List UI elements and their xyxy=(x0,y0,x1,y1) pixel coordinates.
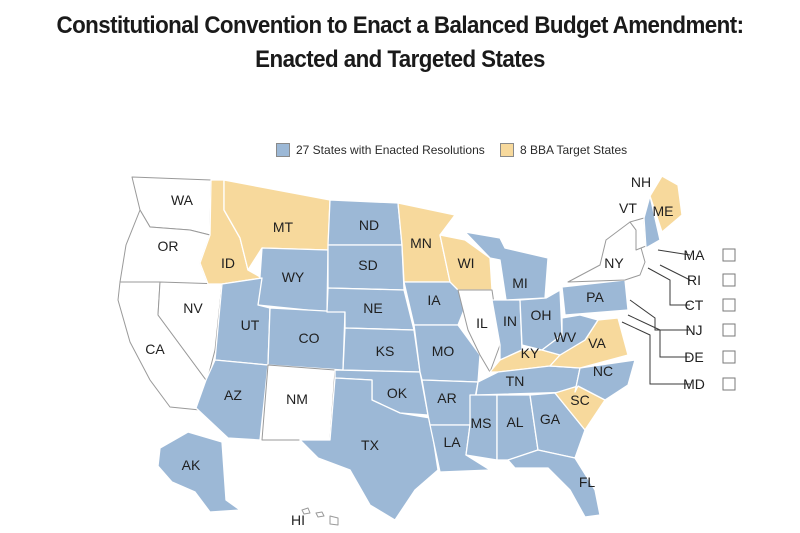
legend-label-enacted: 27 States with Enacted Resolutions xyxy=(296,143,485,157)
state-label-NE: NE xyxy=(363,300,382,316)
state-label-ND: ND xyxy=(359,217,379,233)
state-label-IA: IA xyxy=(427,292,441,308)
callout-label-NJ: NJ xyxy=(685,322,702,338)
small-state-callouts xyxy=(621,249,691,385)
legend-label-target: 8 BBA Target States xyxy=(520,143,628,157)
state-label-UT: UT xyxy=(241,317,260,333)
state-label-AK: AK xyxy=(182,457,201,473)
state-label-KS: KS xyxy=(376,343,395,359)
state-label-WA: WA xyxy=(171,192,194,208)
state-labels: WA OR CA NV ID MT WY UT CO AZ NM ND SD N… xyxy=(145,174,673,528)
legend-item-enacted: 27 States with Enacted Resolutions xyxy=(276,143,485,157)
state-label-FL: FL xyxy=(579,474,596,490)
callout-labels: MA RI CT NJ DE MD xyxy=(683,247,736,392)
state-label-NH: NH xyxy=(631,174,651,190)
state-label-LA: LA xyxy=(443,434,461,450)
state-IA xyxy=(403,281,469,326)
state-VT xyxy=(629,217,647,251)
callout-box-RI xyxy=(722,273,736,287)
callout-box-NJ xyxy=(722,323,736,337)
state-label-VT: VT xyxy=(619,200,637,216)
state-label-MO: MO xyxy=(432,343,455,359)
state-label-WY: WY xyxy=(282,269,305,285)
state-GA xyxy=(529,392,586,459)
callout-box-MD xyxy=(722,377,736,391)
state-label-AR: AR xyxy=(437,390,456,406)
state-label-NV: NV xyxy=(183,300,203,316)
callout-label-DE: DE xyxy=(684,349,703,365)
callout-label-MA: MA xyxy=(684,247,706,263)
state-label-GA: GA xyxy=(540,411,561,427)
state-label-IN: IN xyxy=(503,313,517,329)
state-label-IL: IL xyxy=(476,315,488,331)
state-label-TN: TN xyxy=(506,373,525,389)
state-label-SD: SD xyxy=(358,257,377,273)
state-label-CO: CO xyxy=(299,330,320,346)
state-label-OR: OR xyxy=(158,238,179,254)
state-label-ID: ID xyxy=(221,255,235,271)
state-label-KY: KY xyxy=(521,345,540,361)
legend-swatch-enacted xyxy=(276,143,290,157)
callout-box-CT xyxy=(722,298,736,312)
state-label-SC: SC xyxy=(570,392,589,408)
state-label-NM: NM xyxy=(286,391,308,407)
state-label-PA: PA xyxy=(586,289,604,305)
state-NH xyxy=(643,195,661,249)
state-AK xyxy=(157,431,241,513)
state-label-MI: MI xyxy=(512,275,528,291)
legend-item-target: 8 BBA Target States xyxy=(500,143,627,157)
state-NY xyxy=(567,221,646,283)
state-TX xyxy=(299,377,439,521)
state-LA xyxy=(429,424,491,473)
state-label-MS: MS xyxy=(471,415,492,431)
state-label-HI: HI xyxy=(291,512,305,528)
state-label-MT: MT xyxy=(273,219,294,235)
state-ME xyxy=(649,175,683,233)
callout-label-MD: MD xyxy=(683,376,705,392)
callout-box-DE xyxy=(722,350,736,364)
state-label-WV: WV xyxy=(554,329,577,345)
state-label-ME: ME xyxy=(653,203,674,219)
state-label-OH: OH xyxy=(531,307,552,323)
callout-label-RI: RI xyxy=(687,272,701,288)
map-title-line-2: Enacted and Targeted States xyxy=(255,46,545,73)
state-shapes xyxy=(117,175,683,526)
map-title-line-1: Constitutional Convention to Enact a Bal… xyxy=(56,12,745,39)
callout-box-MA xyxy=(722,248,736,262)
state-HI xyxy=(301,507,339,526)
state-MS xyxy=(465,394,498,461)
state-label-NC: NC xyxy=(593,363,613,379)
state-label-NY: NY xyxy=(604,255,624,271)
state-label-AZ: AZ xyxy=(224,387,242,403)
state-label-MN: MN xyxy=(410,235,432,251)
legend-swatch-target xyxy=(500,143,514,157)
state-PA xyxy=(561,279,629,316)
callout-label-CT: CT xyxy=(685,297,704,313)
state-label-VA: VA xyxy=(588,335,606,351)
state-label-OK: OK xyxy=(387,385,408,401)
state-label-WI: WI xyxy=(457,255,474,271)
state-label-CA: CA xyxy=(145,341,165,357)
state-label-TX: TX xyxy=(361,437,380,453)
state-label-AL: AL xyxy=(506,414,523,430)
state-FL xyxy=(507,449,601,518)
state-WV xyxy=(541,314,599,356)
